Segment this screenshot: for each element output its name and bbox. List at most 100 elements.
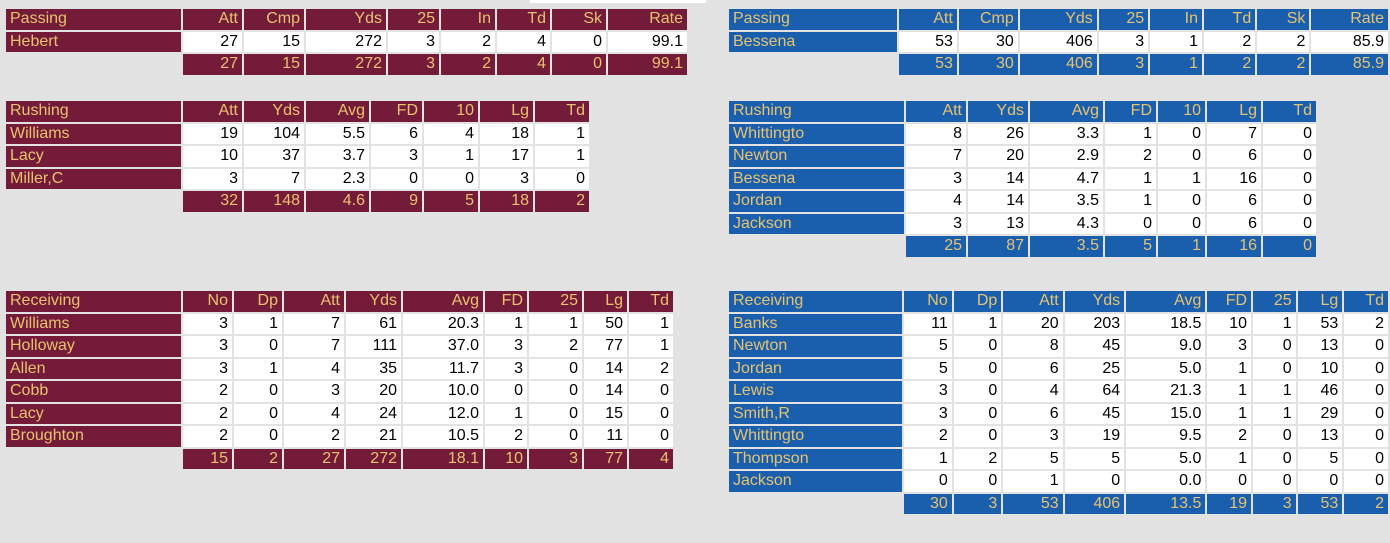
table-row: Williams 19 104 5.5 6 4 18 1 [6,123,589,144]
total-value: 16 [1207,236,1261,257]
stat-value: 18.5 [1126,313,1206,334]
table-row: Newton 7 20 2.9 2 0 6 0 [729,146,1316,167]
stat-value: 272 [306,31,386,52]
stat-value: 406 [1019,31,1097,52]
stat-value: 0 [1344,426,1388,447]
total-value: 4 [629,448,673,469]
stat-value: 1 [234,313,282,334]
total-value: 4 [497,54,550,75]
stat-value: 0 [1344,471,1388,492]
stat-value: 0 [953,381,1002,402]
stat-value: 7 [284,313,344,334]
stat-value: 0 [1297,471,1343,492]
stat-value: 0 [529,358,582,379]
stat-value: 5.5 [306,123,369,144]
stat-value: 0 [1263,191,1316,212]
total-value: 10 [485,448,527,469]
stat-value: 0 [234,381,282,402]
totals-spacer [729,494,902,515]
total-value: 30 [904,493,952,514]
total-value: 3 [953,493,1002,514]
stat-value: 5.0 [1126,448,1206,469]
player-name: Cobb [6,381,181,402]
stat-value: 0 [529,426,582,447]
stat-value: 15 [244,31,304,52]
stat-value: 1 [1253,313,1296,334]
stat-value: 1 [535,146,589,167]
stat-value: 0 [1158,146,1205,167]
stat-value: 6 [1207,213,1261,234]
stat-value: 20 [1003,313,1063,334]
stat-value: 0 [1344,336,1388,357]
column-header: Avg [1126,291,1206,312]
total-value: 87 [968,236,1028,257]
stat-value: 1 [1253,381,1296,402]
stat-value: 4.3 [1030,213,1103,234]
stat-value: 1 [1207,381,1252,402]
player-name: Allen [6,358,181,379]
total-value: 2 [535,191,589,212]
stat-value: 0 [529,381,582,402]
player-name: Jordan [729,191,904,212]
player-name: Miller,C [6,168,181,189]
table-row: Hebert 27 15 272 3 2 4 0 99.1 [6,31,687,52]
stat-value: 13 [968,213,1028,234]
stat-value: 53 [1297,313,1343,334]
section-title: Rushing [6,101,181,122]
stat-value: 21 [346,426,401,447]
stat-value: 0 [529,403,582,424]
stat-value: 0 [485,381,527,402]
total-value: 53 [1297,493,1343,514]
column-header: 25 [388,9,439,30]
stat-value: 0 [1263,213,1316,234]
totals-row: 27 15 272 3 2 4 0 99.1 [6,54,687,75]
stat-value: 2 [485,426,527,447]
stat-value: 9.5 [1126,426,1206,447]
stat-value: 3 [388,31,439,52]
home-receiving-table: Receiving No Dp Att Yds Avg FD 25 Lg Td Williams 3 1… [4,289,675,471]
column-header: Td [497,9,550,30]
stat-value: 0 [234,403,282,424]
stat-value: 19 [183,123,242,144]
totals-row: 32 148 4.6 9 5 18 2 [6,191,589,212]
stat-value: 2 [183,381,232,402]
header-row: Rushing Att Yds Avg FD 10 Lg Td [6,101,589,122]
total-value: 0 [1263,236,1316,257]
column-header: Td [1263,101,1316,122]
column-header: Yds [1064,291,1125,312]
home-passing-table: Passing Att Cmp Yds 25 In Td Sk Rate Hebert 27 15 27… [4,7,689,77]
stat-value: 1 [1150,31,1202,52]
stat-value: 0 [371,168,422,189]
stat-value: 13 [1297,426,1343,447]
column-header: In [1150,9,1202,30]
stat-value: 0 [1253,448,1296,469]
stat-value: 0 [1263,146,1316,167]
total-value: 272 [346,448,401,469]
stat-value: 3 [1207,336,1252,357]
stat-value: 3 [906,168,966,189]
header-row: Receiving No Dp Att Yds Avg FD 25 Lg Td [6,291,673,312]
table-row: Newton 5 0 8 45 9.0 3 0 13 0 [729,336,1388,357]
stat-value: 18 [480,123,533,144]
stat-value: 0 [629,381,673,402]
stat-value: 7 [906,146,966,167]
stat-value: 0 [535,168,589,189]
stat-value: 61 [346,313,401,334]
total-value: 2 [1344,493,1388,514]
totals-row: 15 2 27 272 18.1 10 3 77 4 [6,448,673,469]
player-name: Smith,R [729,403,903,424]
stat-value: 0 [552,31,606,52]
total-value: 13.5 [1126,493,1206,514]
total-value: 5 [1105,236,1156,257]
stat-value: 3.5 [1030,191,1103,212]
column-header: Lg [1297,291,1343,312]
stat-value: 29 [1297,403,1343,424]
column-header: Sk [552,9,606,30]
stat-value: 64 [1064,381,1125,402]
column-header: 10 [424,101,478,122]
total-value: 19 [1207,493,1252,514]
stat-value: 0 [1064,471,1125,492]
stat-value: 27 [183,31,242,52]
stat-value: 0 [1344,358,1388,379]
table-row: Miller,C 3 7 2.3 0 0 3 0 [6,168,589,189]
